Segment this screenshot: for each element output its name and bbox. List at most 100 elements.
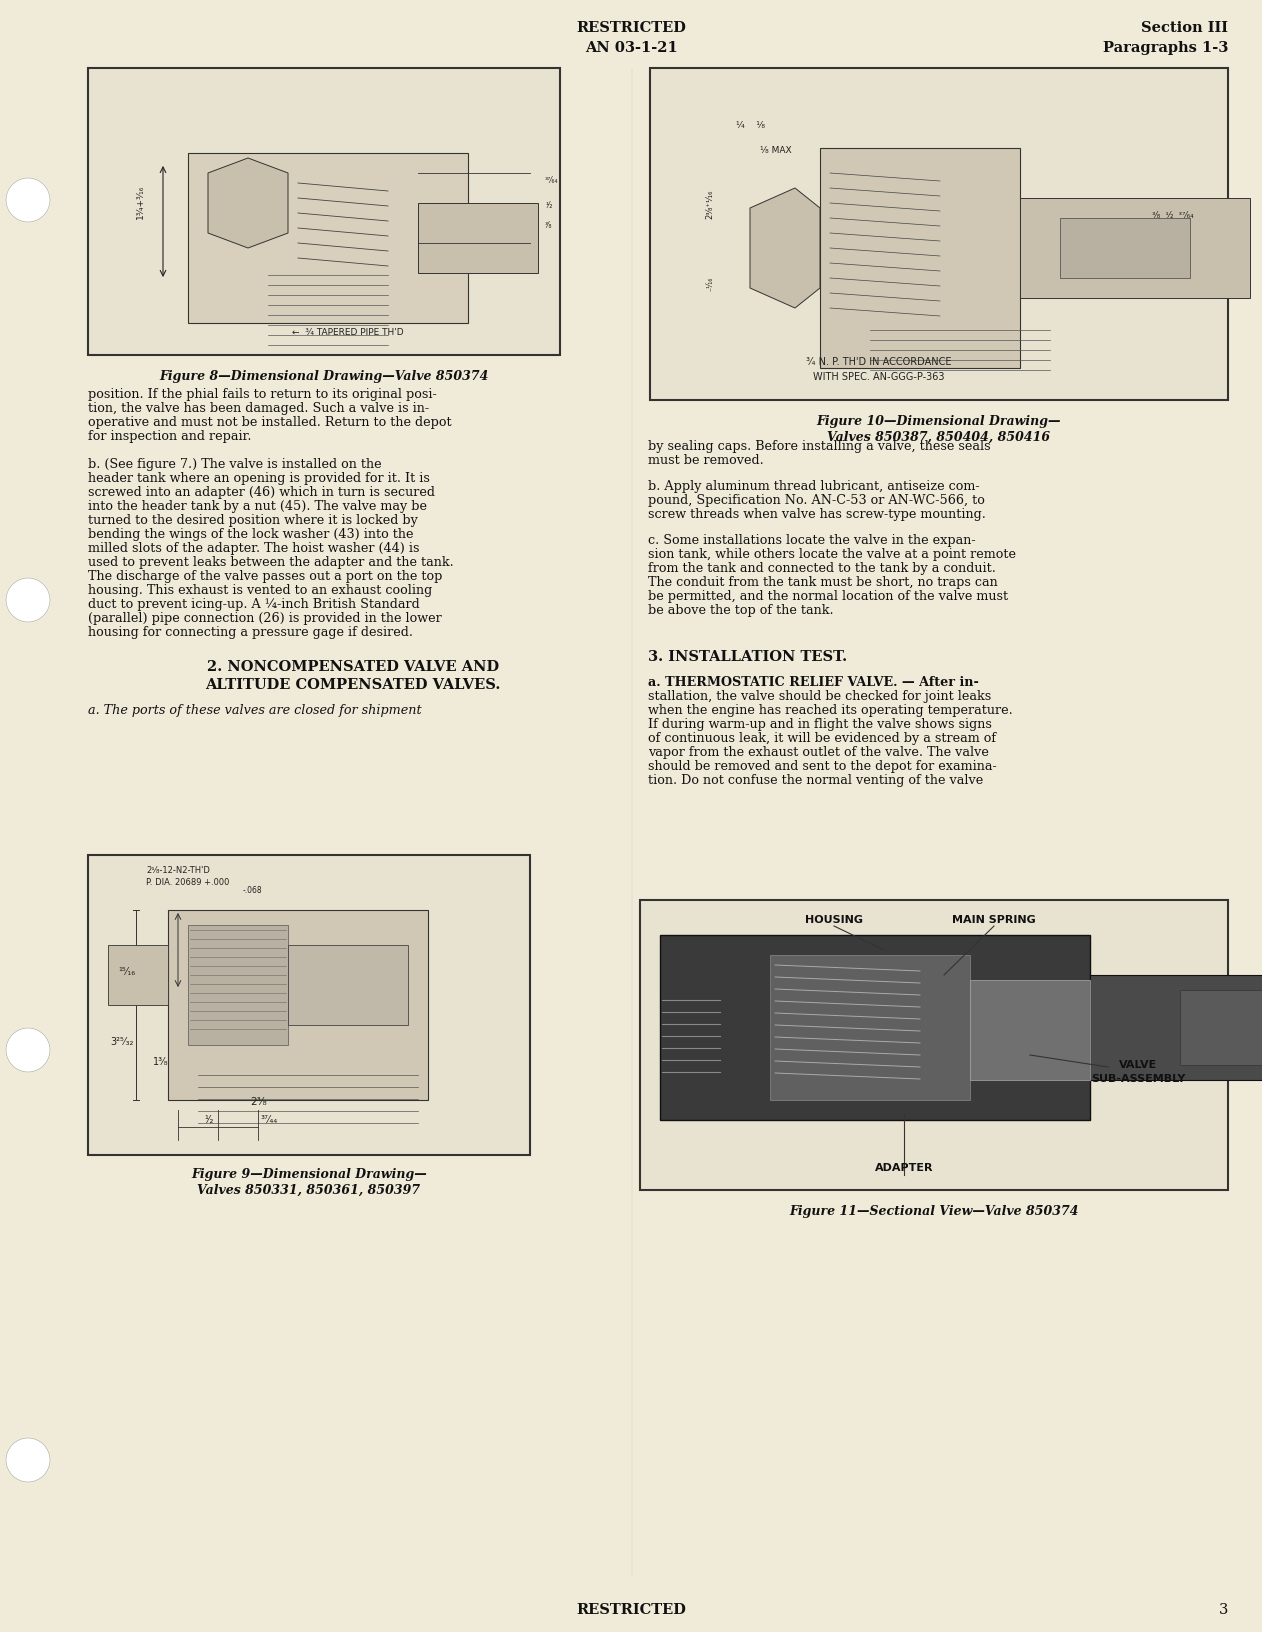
- Circle shape: [6, 578, 50, 622]
- Text: from the tank and connected to the tank by a conduit.: from the tank and connected to the tank …: [647, 561, 996, 574]
- Text: 2¹⁄₈-12-N2-TH'D: 2¹⁄₈-12-N2-TH'D: [146, 867, 209, 875]
- Text: ¹⁵⁄₁₆: ¹⁵⁄₁₆: [119, 968, 135, 978]
- Text: ³⁷⁄₆₄: ³⁷⁄₆₄: [545, 176, 559, 184]
- Text: tion. Do not confuse the normal venting of the valve: tion. Do not confuse the normal venting …: [647, 774, 983, 787]
- Text: ALTITUDE COMPENSATED VALVES.: ALTITUDE COMPENSATED VALVES.: [206, 677, 501, 692]
- Bar: [288, 945, 408, 1025]
- Text: sion tank, while others locate the valve at a point remote: sion tank, while others locate the valve…: [647, 548, 1016, 561]
- Bar: [1060, 219, 1190, 277]
- Text: ADAPTER: ADAPTER: [875, 1164, 934, 1173]
- Text: used to prevent leaks between the adapter and the tank.: used to prevent leaks between the adapte…: [88, 557, 454, 570]
- Text: when the engine has reached its operating temperature.: when the engine has reached its operatin…: [647, 703, 1012, 716]
- Text: screw threads when valve has screw-type mounting.: screw threads when valve has screw-type …: [647, 508, 986, 521]
- Text: c. Some installations locate the valve in the expan-: c. Some installations locate the valve i…: [647, 534, 976, 547]
- Text: ³⁷⁄₄₄: ³⁷⁄₄₄: [260, 1115, 278, 1124]
- Text: Figure 11—Sectional View—Valve 850374: Figure 11—Sectional View—Valve 850374: [789, 1204, 1079, 1217]
- Bar: [88, 855, 530, 1155]
- Text: duct to prevent icing-up. A ¼-inch British Standard: duct to prevent icing-up. A ¼-inch Briti…: [88, 597, 420, 610]
- Bar: [1090, 974, 1262, 1080]
- Text: tion, the valve has been damaged. Such a valve is in-: tion, the valve has been damaged. Such a…: [88, 401, 429, 415]
- Text: vapor from the exhaust outlet of the valve. The valve: vapor from the exhaust outlet of the val…: [647, 746, 989, 759]
- Text: bending the wings of the lock washer (43) into the: bending the wings of the lock washer (43…: [88, 529, 414, 540]
- Text: milled slots of the adapter. The hoist washer (44) is: milled slots of the adapter. The hoist w…: [88, 542, 419, 555]
- Bar: [188, 153, 468, 323]
- Bar: [770, 955, 970, 1100]
- Text: of continuous leak, it will be evidenced by a stream of: of continuous leak, it will be evidenced…: [647, 733, 996, 744]
- Text: turned to the desired position where it is locked by: turned to the desired position where it …: [88, 514, 418, 527]
- Polygon shape: [750, 188, 820, 308]
- Text: MAIN SPRING: MAIN SPRING: [952, 916, 1036, 925]
- Text: ←  ³⁄₄ TAPERED PIPE TH'D: ← ³⁄₄ TAPERED PIPE TH'D: [293, 328, 404, 336]
- Bar: [109, 945, 168, 1005]
- Text: must be removed.: must be removed.: [647, 454, 764, 467]
- Text: RESTRICTED: RESTRICTED: [575, 1603, 687, 1617]
- Text: should be removed and sent to the depot for examina-: should be removed and sent to the depot …: [647, 761, 997, 774]
- Text: pound, Specification No. AN-C-53 or AN-WC-566, to: pound, Specification No. AN-C-53 or AN-W…: [647, 494, 984, 508]
- Text: screwed into an adapter (46) which in turn is secured: screwed into an adapter (46) which in tu…: [88, 486, 435, 499]
- Bar: [168, 911, 428, 1100]
- Text: Section III: Section III: [1141, 21, 1228, 34]
- Text: ³⁄₈  ¹⁄₂  ³⁷⁄₆₄: ³⁄₈ ¹⁄₂ ³⁷⁄₆₄: [1152, 211, 1194, 220]
- Text: SUB-ASSEMBLY: SUB-ASSEMBLY: [1090, 1074, 1185, 1084]
- Text: a. THERMOSTATIC RELIEF VALVE. — After in-: a. THERMOSTATIC RELIEF VALVE. — After in…: [647, 676, 979, 689]
- Text: WITH SPEC. AN-GGG-P-363: WITH SPEC. AN-GGG-P-363: [813, 372, 945, 382]
- Bar: [650, 69, 1228, 400]
- Text: into the header tank by a nut (45). The valve may be: into the header tank by a nut (45). The …: [88, 499, 427, 512]
- Bar: [640, 899, 1228, 1190]
- Text: be permitted, and the normal location of the valve must: be permitted, and the normal location of…: [647, 591, 1008, 602]
- Text: 3²⁵⁄₃₂: 3²⁵⁄₃₂: [110, 1036, 134, 1048]
- Text: ³⁄₈: ³⁄₈: [545, 220, 553, 230]
- Bar: [660, 935, 1090, 1120]
- Text: ³⁄₄ N. P. TH'D IN ACCORDANCE: ³⁄₄ N. P. TH'D IN ACCORDANCE: [806, 357, 952, 367]
- Text: RESTRICTED: RESTRICTED: [575, 21, 687, 34]
- Bar: [1020, 197, 1249, 299]
- Text: 3: 3: [1219, 1603, 1228, 1617]
- Text: operative and must not be installed. Return to the depot: operative and must not be installed. Ret…: [88, 416, 452, 429]
- Bar: [188, 925, 288, 1044]
- Text: Figure 8—Dimensional Drawing—Valve 850374: Figure 8—Dimensional Drawing—Valve 85037…: [159, 370, 488, 384]
- Bar: [820, 149, 1020, 367]
- Text: ¹⁄₄    ¹⁄₈: ¹⁄₄ ¹⁄₈: [736, 121, 765, 131]
- Text: position. If the phial fails to return to its original posi-: position. If the phial fails to return t…: [88, 388, 437, 401]
- Text: by sealing caps. Before installing a valve, these seals: by sealing caps. Before installing a val…: [647, 441, 991, 454]
- Text: for inspection and repair.: for inspection and repair.: [88, 429, 251, 442]
- Text: ¹⁄₂: ¹⁄₂: [204, 1115, 213, 1124]
- Text: The discharge of the valve passes out a port on the top: The discharge of the valve passes out a …: [88, 570, 443, 583]
- Text: Figure 10—Dimensional Drawing—: Figure 10—Dimensional Drawing—: [817, 415, 1061, 428]
- Text: If during warm-up and in flight the valve shows signs: If during warm-up and in flight the valv…: [647, 718, 992, 731]
- Text: P. DIA. 20689 +.000: P. DIA. 20689 +.000: [146, 878, 230, 888]
- Text: header tank where an opening is provided for it. It is: header tank where an opening is provided…: [88, 472, 430, 485]
- Text: Valves 850331, 850361, 850397: Valves 850331, 850361, 850397: [197, 1183, 420, 1196]
- Text: Figure 9—Dimensional Drawing—: Figure 9—Dimensional Drawing—: [191, 1169, 427, 1182]
- Bar: [88, 69, 560, 356]
- Text: Valves 850387, 850404, 850416: Valves 850387, 850404, 850416: [828, 431, 1050, 444]
- Text: AN 03-1-21: AN 03-1-21: [584, 41, 678, 55]
- Text: (parallel) pipe connection (26) is provided in the lower: (parallel) pipe connection (26) is provi…: [88, 612, 442, 625]
- Text: b. (See figure 7.) The valve is installed on the: b. (See figure 7.) The valve is installe…: [88, 459, 381, 472]
- Text: 1³⁄₄+³⁄₁₆: 1³⁄₄+³⁄₁₆: [135, 184, 145, 219]
- Bar: [970, 979, 1090, 1080]
- Text: ₋¹⁄₁₆: ₋¹⁄₁₆: [705, 277, 714, 290]
- Text: 1³⁄₈: 1³⁄₈: [153, 1058, 169, 1067]
- Text: ¹⁄₈ MAX: ¹⁄₈ MAX: [760, 145, 791, 155]
- Text: 3. INSTALLATION TEST.: 3. INSTALLATION TEST.: [647, 650, 847, 664]
- Circle shape: [6, 1438, 50, 1482]
- Text: -.068: -.068: [244, 886, 262, 894]
- Text: The conduit from the tank must be short, no traps can: The conduit from the tank must be short,…: [647, 576, 998, 589]
- Text: HOUSING: HOUSING: [805, 916, 863, 925]
- Text: 2³⁄₈: 2³⁄₈: [251, 1097, 268, 1106]
- Text: housing. This exhaust is vented to an exhaust cooling: housing. This exhaust is vented to an ex…: [88, 584, 433, 597]
- Text: a. The ports of these valves are closed for shipment: a. The ports of these valves are closed …: [88, 703, 422, 716]
- Bar: [1180, 991, 1262, 1066]
- Text: 2. NONCOMPENSATED VALVE AND: 2. NONCOMPENSATED VALVE AND: [207, 659, 498, 674]
- Text: b. Apply aluminum thread lubricant, antiseize com-: b. Apply aluminum thread lubricant, anti…: [647, 480, 979, 493]
- Bar: [418, 202, 538, 273]
- Circle shape: [6, 1028, 50, 1072]
- Text: ¹⁄₂: ¹⁄₂: [545, 201, 553, 211]
- Text: stallation, the valve should be checked for joint leaks: stallation, the valve should be checked …: [647, 690, 991, 703]
- Text: VALVE: VALVE: [1119, 1061, 1157, 1071]
- Text: housing for connecting a pressure gage if desired.: housing for connecting a pressure gage i…: [88, 627, 413, 640]
- Circle shape: [6, 178, 50, 222]
- Text: 2³⁄₈⁺¹⁄₁₆: 2³⁄₈⁺¹⁄₁₆: [705, 189, 714, 219]
- Text: be above the top of the tank.: be above the top of the tank.: [647, 604, 834, 617]
